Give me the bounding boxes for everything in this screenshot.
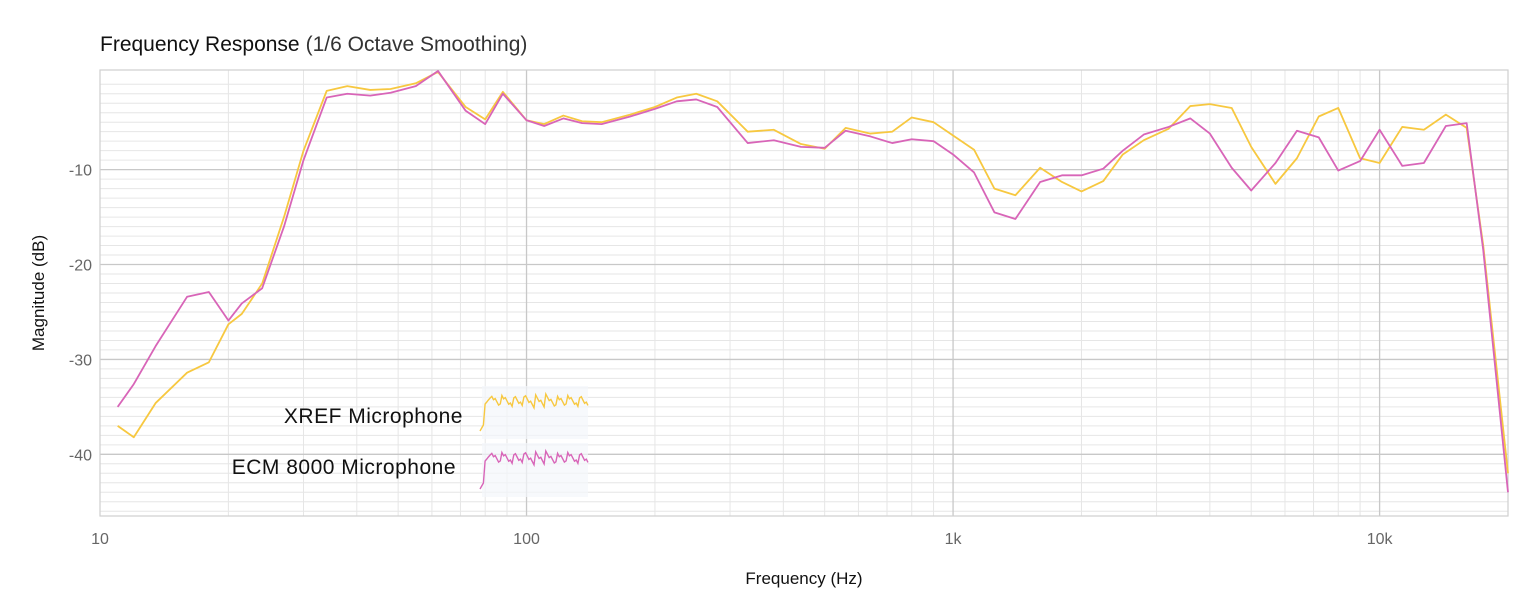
legend-swatch-bg (482, 443, 588, 497)
legend-label-ecm8000: ECM 8000 Microphone (232, 456, 456, 479)
chart-title-subtitle: (1/6 Octave Smoothing) (306, 33, 528, 56)
ticks-layer: 10 100 1k 10k -10 -20 -30 -40 (69, 163, 1394, 548)
x-tick-label: 10 (91, 531, 109, 548)
x-tick-label: 1k (945, 531, 963, 548)
y-tick-label: -20 (69, 258, 92, 275)
x-tick-label: 10k (1367, 531, 1394, 548)
chart-title-main: Frequency Response (100, 33, 300, 56)
y-tick-label: -30 (69, 352, 92, 369)
x-tick-label: 100 (513, 531, 540, 548)
grid-major (100, 70, 1508, 516)
series-line-1 (116, 70, 1509, 493)
legend-swatch-1 (479, 443, 589, 497)
y-tick-label: -40 (69, 447, 92, 464)
chart-title: Frequency Response (1/6 Octave Smoothing) (100, 33, 527, 56)
x-axis-label: Frequency (Hz) (745, 569, 862, 588)
plot-frame (99, 69, 1509, 517)
legend: XREF Microphone ECM 8000 Microphone (232, 386, 589, 497)
legend-swatch-0 (479, 386, 589, 439)
y-axis-label: Magnitude (dB) (29, 235, 48, 351)
legend-swatch-line (479, 391, 589, 432)
series-layer (116, 70, 1509, 493)
legend-swatch-line (479, 448, 589, 490)
legend-swatches (479, 386, 589, 497)
legend-label-xref: XREF Microphone (284, 405, 463, 428)
series-line-0 (117, 71, 1509, 474)
y-tick-label: -10 (69, 163, 92, 180)
grid-minor (100, 70, 1508, 516)
legend-swatch-bg (482, 386, 588, 439)
